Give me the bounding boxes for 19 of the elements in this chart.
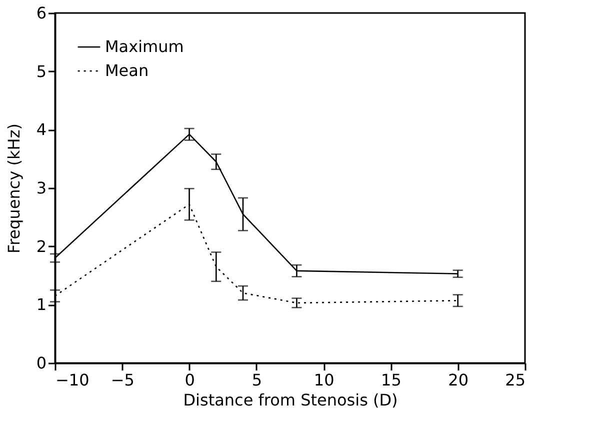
y-axis-title: Frequency (kHz) — [4, 124, 24, 254]
y-tick-label: 4 — [36, 120, 46, 140]
x-tick-label: 25 — [505, 370, 526, 390]
x-tick-label: 20 — [448, 370, 469, 390]
x-tick-label: 0 — [184, 370, 195, 390]
legend-label: Mean — [105, 61, 149, 80]
legend-label: Maximum — [105, 37, 184, 56]
y-tick-label: 2 — [36, 236, 46, 256]
x-axis-title: Distance from Stenosis (D) — [183, 390, 398, 410]
x-tick-label: 15 — [381, 370, 402, 390]
x-tick-label: −10 — [56, 370, 90, 390]
x-tick-label: −5 — [110, 370, 134, 390]
x-tick-label: 10 — [314, 370, 334, 390]
x-tick-label: 5 — [252, 370, 262, 390]
y-tick-label: 5 — [36, 62, 46, 81]
y-tick-label: 3 — [36, 178, 46, 198]
y-tick-label: 6 — [36, 4, 46, 22]
y-tick-label: 0 — [36, 354, 46, 372]
y-tick-label: 1 — [36, 295, 46, 314]
